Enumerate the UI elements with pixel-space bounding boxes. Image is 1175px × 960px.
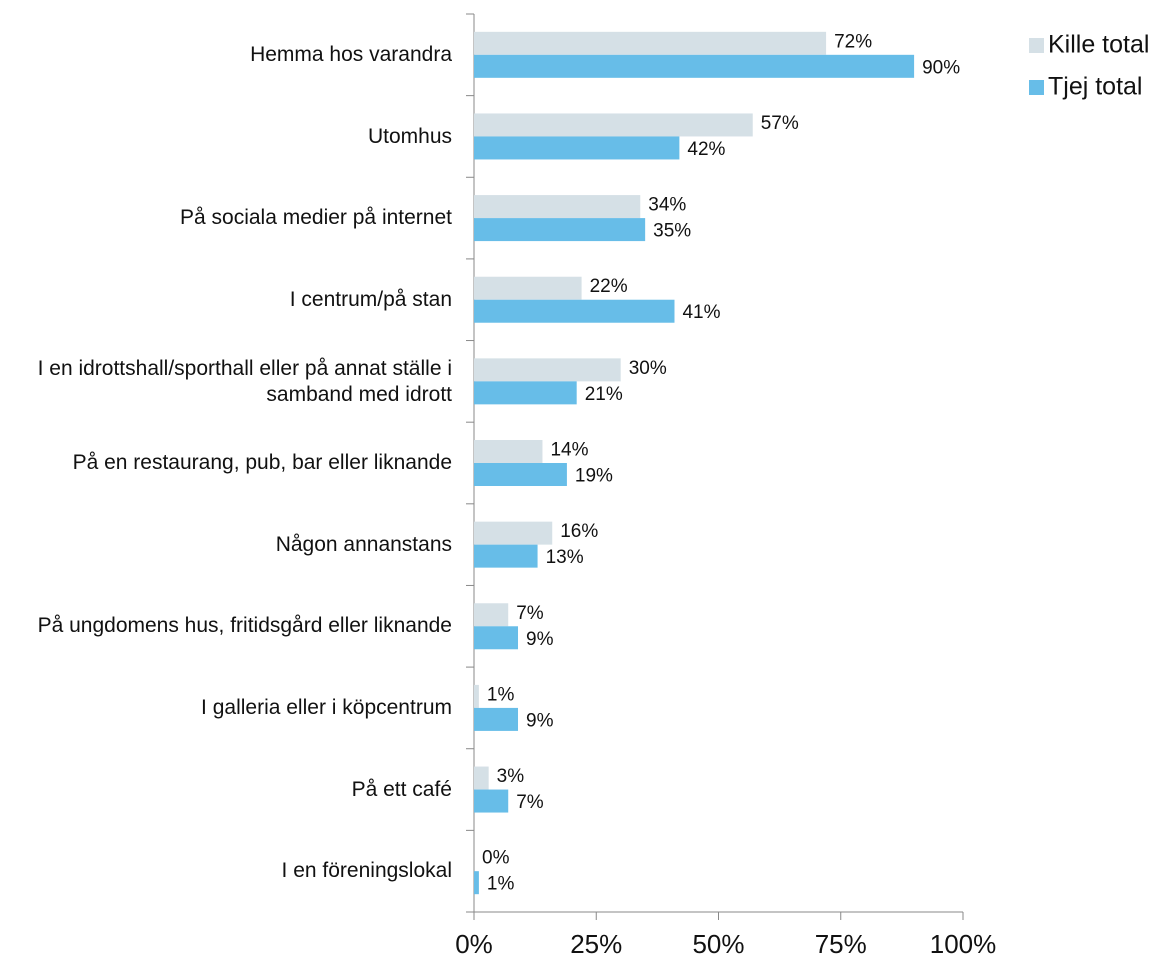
legend-swatch <box>1029 80 1044 95</box>
legend-label: Tjej total <box>1048 73 1142 101</box>
value-label: 35% <box>653 221 691 242</box>
value-label: 72% <box>834 31 872 52</box>
bar <box>474 626 519 650</box>
category-label-box: I centrum/på stan <box>289 287 452 311</box>
category-label: På en restaurang, pub, bar eller liknand… <box>72 451 452 475</box>
value-label: 19% <box>575 466 613 487</box>
bar <box>474 276 582 300</box>
category-label: I en föreningslokal <box>281 859 452 883</box>
value-label: 21% <box>585 384 623 405</box>
value-label: 7% <box>516 792 544 813</box>
x-tick-label: 25% <box>570 929 622 959</box>
value-label: 1% <box>487 684 515 705</box>
value-label: 34% <box>648 195 686 216</box>
x-tick-label: 50% <box>692 929 744 959</box>
category-label: Hemma hos varandra <box>250 43 452 66</box>
bar <box>474 299 675 323</box>
category-label-box: Någon annanstans <box>275 532 452 556</box>
bar <box>474 871 479 895</box>
bar <box>474 113 753 137</box>
bar <box>474 218 646 242</box>
bar <box>474 54 915 78</box>
bar <box>474 358 621 382</box>
value-label: 13% <box>546 547 584 568</box>
value-label: 9% <box>526 710 554 731</box>
category-label-box: I galleria eller i köpcentrum <box>201 696 452 720</box>
legend-swatch <box>1029 38 1044 53</box>
bar <box>474 766 489 790</box>
category-label: I centrum/på stan <box>289 287 452 311</box>
value-label: 7% <box>516 603 544 624</box>
x-tick-label: 75% <box>815 929 867 959</box>
category-label-box: På en restaurang, pub, bar eller liknand… <box>72 451 452 475</box>
bar <box>474 684 479 708</box>
category-label: Någon annanstans <box>275 532 452 556</box>
bar <box>474 381 577 405</box>
value-label: 30% <box>629 358 667 379</box>
bar <box>474 440 543 463</box>
category-label-box: Utomhus <box>367 124 452 148</box>
legend-label: Kille total <box>1048 31 1149 59</box>
value-label: 14% <box>550 440 588 461</box>
value-label: 16% <box>560 521 598 542</box>
value-label: 42% <box>687 139 725 160</box>
category-label-box: Hemma hos varandra <box>250 43 452 66</box>
value-label: 41% <box>682 302 720 323</box>
value-label: 90% <box>922 57 960 78</box>
bar <box>474 789 509 813</box>
category-label-box: På ett café <box>351 777 452 801</box>
value-label: 1% <box>487 874 515 895</box>
category-label: Utomhus <box>367 124 452 148</box>
value-label: 57% <box>761 113 799 134</box>
category-label: I en idrottshall/sporthall eller på anna… <box>37 356 452 406</box>
category-label-box: På sociala medier på internet <box>180 206 452 230</box>
value-label: 0% <box>482 848 510 869</box>
category-label: På sociala medier på internet <box>180 206 452 230</box>
category-label-box: I en idrottshall/sporthall eller på anna… <box>37 356 452 406</box>
value-label: 9% <box>526 629 554 650</box>
x-tick-label: 0% <box>455 929 493 959</box>
bar <box>474 463 567 486</box>
bar <box>474 707 519 731</box>
bar <box>474 31 827 55</box>
bar <box>474 544 538 568</box>
bar <box>474 521 553 545</box>
value-label: 3% <box>497 766 525 787</box>
bar <box>474 603 509 627</box>
bar <box>474 195 641 219</box>
x-tick-label: 100% <box>930 929 997 959</box>
bar <box>474 136 680 160</box>
category-label: På ett café <box>351 777 452 801</box>
category-label-box: I en föreningslokal <box>281 859 452 883</box>
category-label: I galleria eller i köpcentrum <box>201 696 452 720</box>
value-label: 22% <box>590 276 628 297</box>
category-label-box: På ungdomens hus, fritidsgård eller likn… <box>37 614 452 638</box>
category-label: På ungdomens hus, fritidsgård eller likn… <box>37 614 452 638</box>
